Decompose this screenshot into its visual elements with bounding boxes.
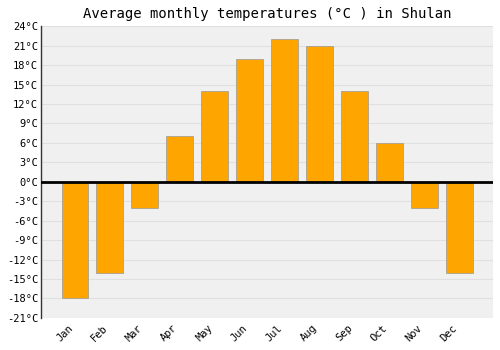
Bar <box>446 182 472 273</box>
Bar <box>132 182 158 208</box>
Bar <box>62 182 88 299</box>
Bar <box>272 39 297 182</box>
Bar <box>306 46 332 182</box>
Bar <box>342 91 367 182</box>
Bar <box>412 182 438 208</box>
Bar <box>202 91 228 182</box>
Bar <box>376 143 402 182</box>
Title: Average monthly temperatures (°C ) in Shulan: Average monthly temperatures (°C ) in Sh… <box>83 7 452 21</box>
Bar <box>96 182 122 273</box>
Bar <box>236 59 262 182</box>
Bar <box>166 136 192 182</box>
